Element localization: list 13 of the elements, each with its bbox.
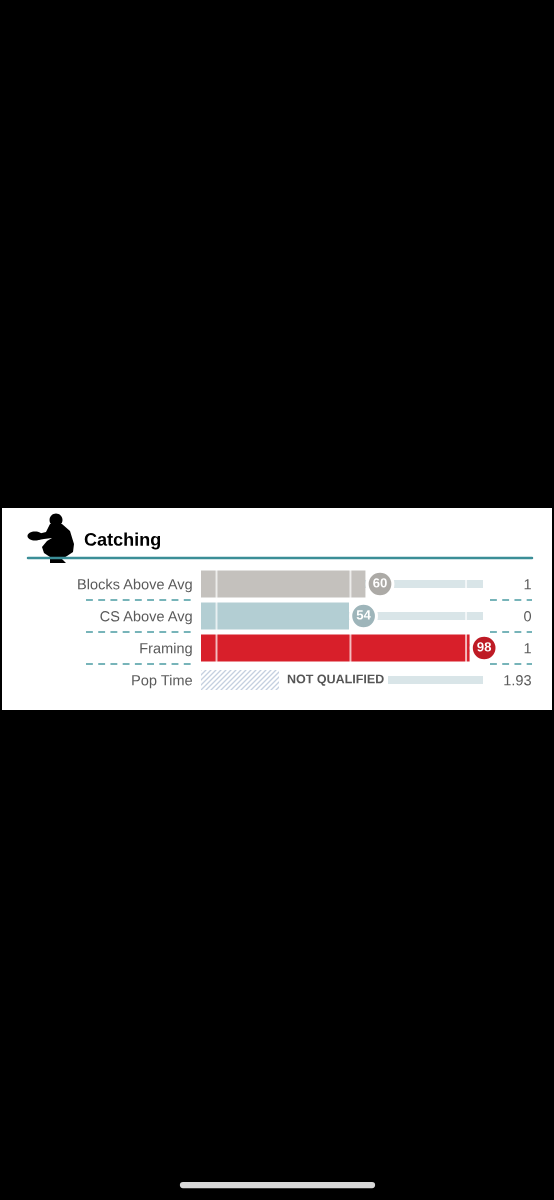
y2-tick-label: 1.93 xyxy=(504,675,531,686)
data-label: 60 xyxy=(373,578,387,588)
y2-tick-label: 0 xyxy=(524,611,532,622)
y-tick-label: Pop Time xyxy=(132,674,193,689)
text: NOT QUALIFIED xyxy=(287,674,384,686)
y-tick-label: Framing xyxy=(140,642,192,657)
y-tick-label: CS Above Avg xyxy=(100,610,192,625)
chart-title: Catching xyxy=(84,532,161,550)
data-label: 98 xyxy=(477,642,492,652)
y2-tick-label: 1 xyxy=(524,643,531,654)
data-label: 54 xyxy=(356,610,371,620)
y2-tick-label: 1 xyxy=(524,579,531,590)
y-tick-label: Blocks Above Avg xyxy=(78,578,192,593)
